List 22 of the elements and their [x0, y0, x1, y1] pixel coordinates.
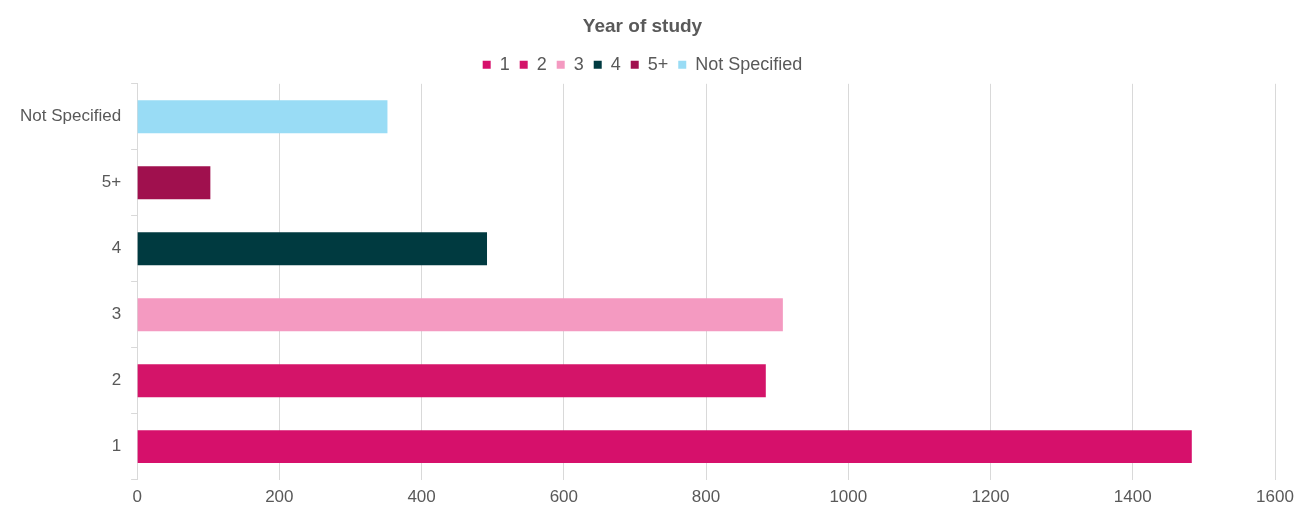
- x-tick-label: 800: [691, 487, 721, 507]
- y-tick-label: Not Specified: [19, 106, 122, 126]
- x-tick-label: 1400: [1113, 487, 1152, 507]
- legend-label: 2: [536, 53, 547, 74]
- chart-title: Year of study: [582, 14, 703, 36]
- x-tick-label: 400: [407, 487, 436, 507]
- legend-label: Not Specified: [695, 53, 803, 74]
- x-tick-label: 0: [132, 487, 142, 507]
- y-tick-label: 2: [111, 370, 122, 390]
- y-tick-label: 3: [111, 304, 122, 324]
- legend-label: 4: [610, 53, 621, 74]
- x-tick-label: 1600: [1256, 487, 1294, 507]
- legend-label: 3: [573, 53, 584, 74]
- y-tick-label: 1: [111, 436, 122, 456]
- legend-label: 5+: [647, 53, 669, 74]
- legend-label: 1: [499, 53, 510, 74]
- x-tick-label: 600: [549, 487, 579, 507]
- y-tick-label: 4: [111, 238, 122, 258]
- x-tick-label: 1000: [829, 487, 868, 507]
- y-tick-label: 5+: [101, 172, 122, 192]
- x-tick-label: 200: [265, 487, 294, 507]
- x-tick-label: 1200: [971, 487, 1010, 507]
